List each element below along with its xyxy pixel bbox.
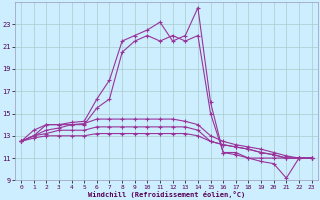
X-axis label: Windchill (Refroidissement éolien,°C): Windchill (Refroidissement éolien,°C)	[88, 191, 245, 198]
